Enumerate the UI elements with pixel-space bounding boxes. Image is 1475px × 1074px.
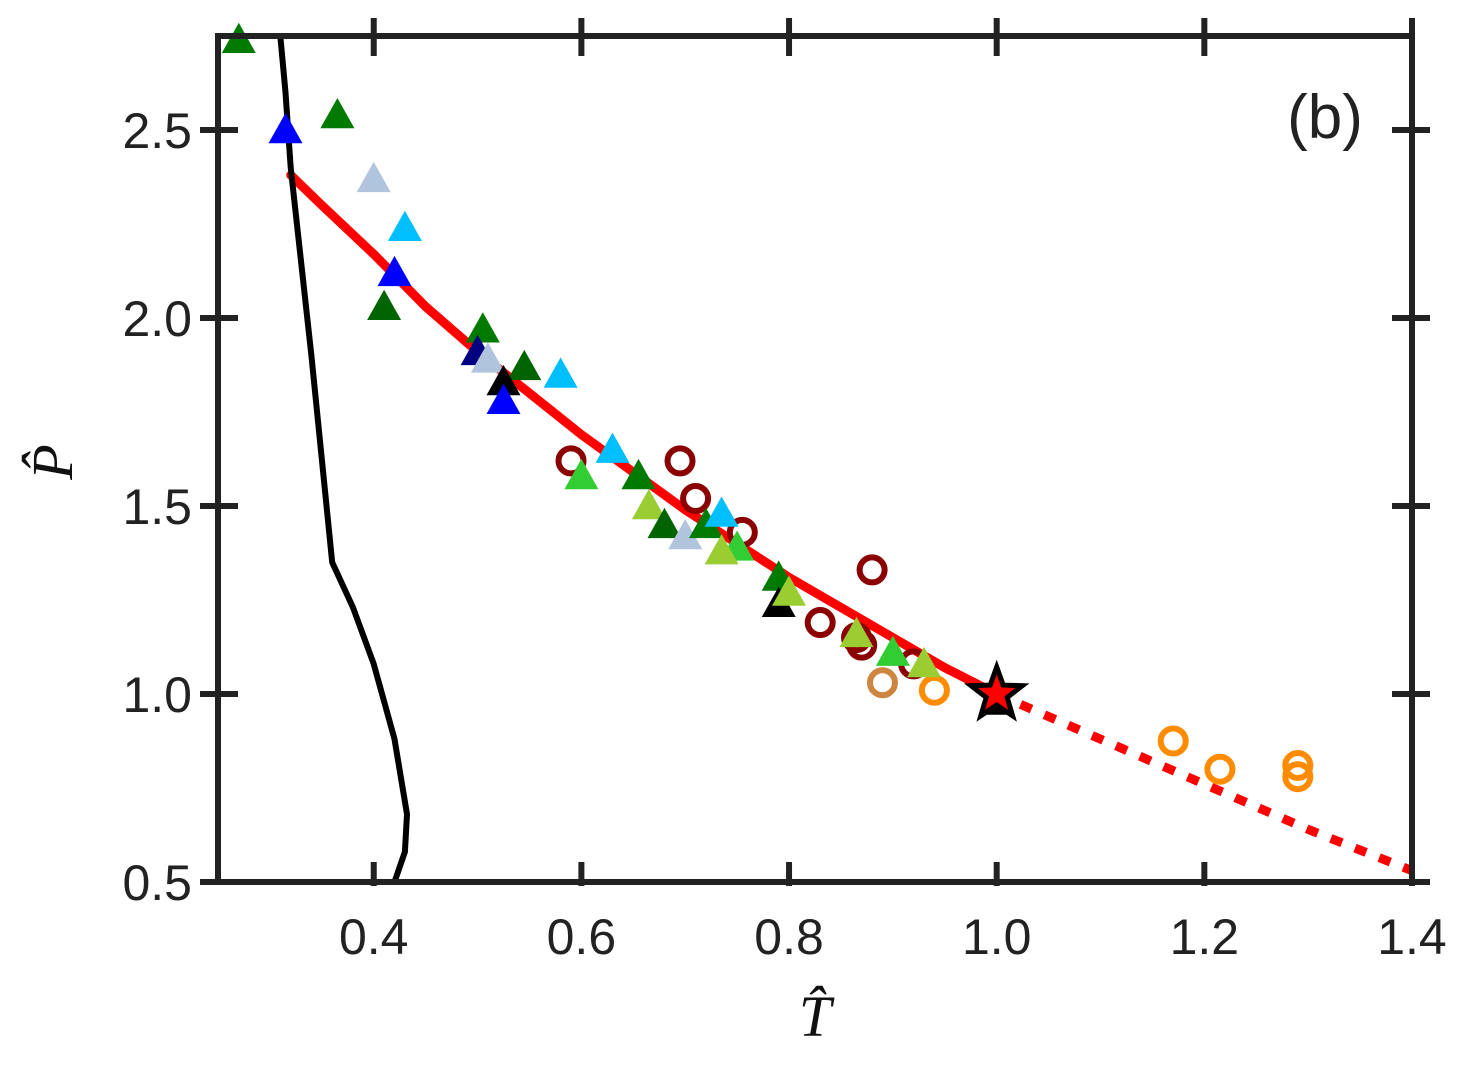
triangle-point-6 bbox=[367, 289, 402, 320]
x-tick-label-5: 1.4 bbox=[1377, 909, 1447, 965]
circle-point-5 bbox=[804, 607, 836, 639]
triangle-point-14 bbox=[595, 432, 630, 463]
triangle-point-20 bbox=[689, 507, 723, 539]
circle-point-1 bbox=[664, 445, 696, 477]
triangle-point-16 bbox=[621, 458, 656, 490]
circle-point-14 bbox=[1282, 761, 1314, 793]
y-axis-title: P̂ bbox=[20, 444, 85, 480]
triangle-point-1 bbox=[268, 113, 303, 144]
triangle-point-7 bbox=[465, 312, 500, 343]
plot-frame bbox=[215, 33, 1415, 885]
triangle-point-11 bbox=[486, 364, 521, 396]
triangle-point-26 bbox=[772, 575, 806, 606]
triangle-point-28 bbox=[875, 635, 910, 666]
circle-point-10 bbox=[918, 674, 950, 706]
circle-point-9 bbox=[866, 667, 898, 699]
plot-layer bbox=[221, 22, 1412, 882]
y-tick-label-4: 2.5 bbox=[122, 103, 192, 159]
panel-label: (b) bbox=[1287, 83, 1363, 152]
y-tick-label-0: 0.5 bbox=[122, 855, 192, 911]
triangle-point-21 bbox=[704, 496, 739, 527]
triangle-point-3 bbox=[356, 161, 391, 193]
circle-point-13 bbox=[1282, 749, 1314, 781]
tick-layer: 0.4 0.6 0.8 1.0 1.2 1.4 0.5 1.0 1.5 2.0 2.5 bbox=[122, 18, 1447, 965]
x-tick-label-2: 0.8 bbox=[754, 909, 824, 965]
series-line-0 bbox=[286, 170, 1002, 699]
triangle-point-13 bbox=[543, 357, 578, 388]
triangle-point-18 bbox=[647, 507, 682, 539]
triangle-point-19 bbox=[668, 519, 703, 550]
plot-clipped-group bbox=[277, 36, 1412, 882]
triangle-point-12 bbox=[486, 383, 521, 414]
x-tick-label-1: 0.6 bbox=[547, 909, 617, 965]
x-tick-label-0: 0.4 bbox=[339, 909, 409, 965]
circle-point-4 bbox=[856, 554, 888, 586]
x-tick-label-3: 1.0 bbox=[962, 909, 1032, 965]
series-line-2 bbox=[277, 36, 410, 882]
y-tick-label-2: 1.5 bbox=[122, 479, 192, 535]
triangle-point-2 bbox=[320, 98, 355, 129]
x-tick-label-4: 1.2 bbox=[1170, 909, 1240, 965]
y-tick-label-1: 1.0 bbox=[122, 667, 192, 723]
series-line-1 bbox=[994, 689, 1412, 875]
circle-point-12 bbox=[1204, 753, 1236, 785]
circle-point-2 bbox=[680, 482, 712, 514]
y-tick-label-3: 2.0 bbox=[122, 291, 192, 347]
triangle-point-4 bbox=[387, 210, 422, 241]
circle-point-11 bbox=[1157, 725, 1189, 757]
circle-point-0 bbox=[555, 445, 587, 477]
triangle-point-9 bbox=[470, 342, 505, 373]
triangle-point-23 bbox=[704, 534, 739, 565]
triangle-point-17 bbox=[631, 489, 666, 520]
triangle-point-5 bbox=[377, 255, 412, 287]
triangle-point-15 bbox=[564, 458, 599, 490]
triangle-point-29 bbox=[907, 646, 941, 678]
critical-point-star bbox=[963, 659, 1030, 722]
x-axis-title: T̂ bbox=[799, 984, 835, 1049]
triangle-point-27 bbox=[839, 616, 874, 648]
triangle-point-10 bbox=[507, 349, 542, 381]
